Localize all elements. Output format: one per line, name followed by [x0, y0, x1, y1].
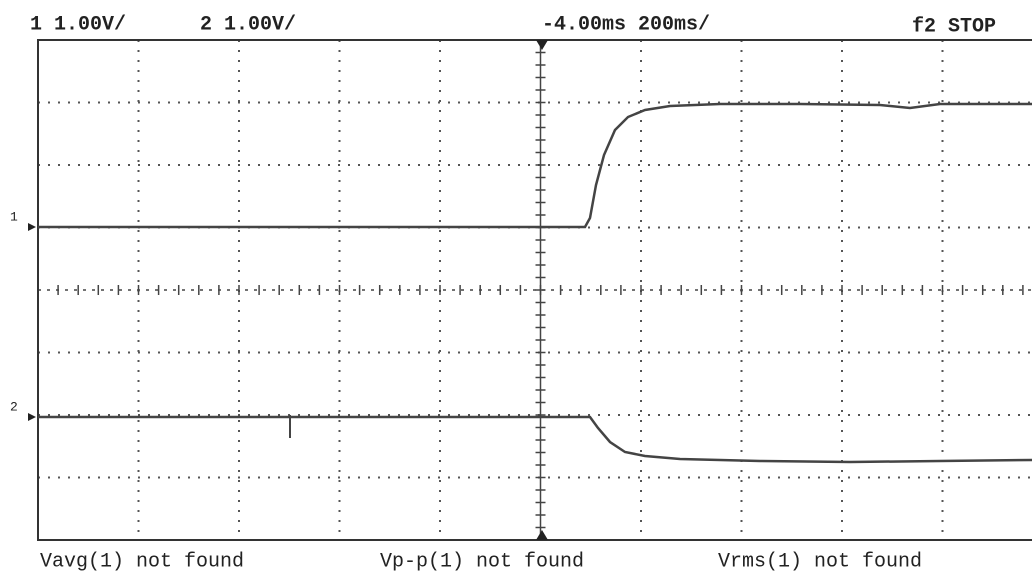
trigger-marker-top: [536, 40, 548, 50]
channel1-ground: [28, 223, 36, 231]
channel1-scale: 1 1.00V/: [30, 13, 126, 36]
trigger-marker-bottom: [536, 530, 548, 540]
measurement: Vrms(1) not found: [718, 550, 922, 573]
run-status: f2 STOP: [912, 15, 996, 38]
graticule: [37, 39, 1032, 541]
measurement: Vp-p(1) not found: [380, 550, 584, 573]
channel2-marker: 2: [10, 399, 18, 414]
channel1-marker: 1: [10, 209, 18, 224]
channel1-trace: [38, 102, 1032, 229]
timebase: -4.00ms 200ms/: [542, 13, 710, 36]
channel2-trace: [38, 415, 1032, 464]
measurement: Vavg(1) not found: [40, 550, 244, 573]
channel2-ground: [28, 413, 36, 421]
channel2-scale: 2 1.00V/: [200, 13, 296, 36]
